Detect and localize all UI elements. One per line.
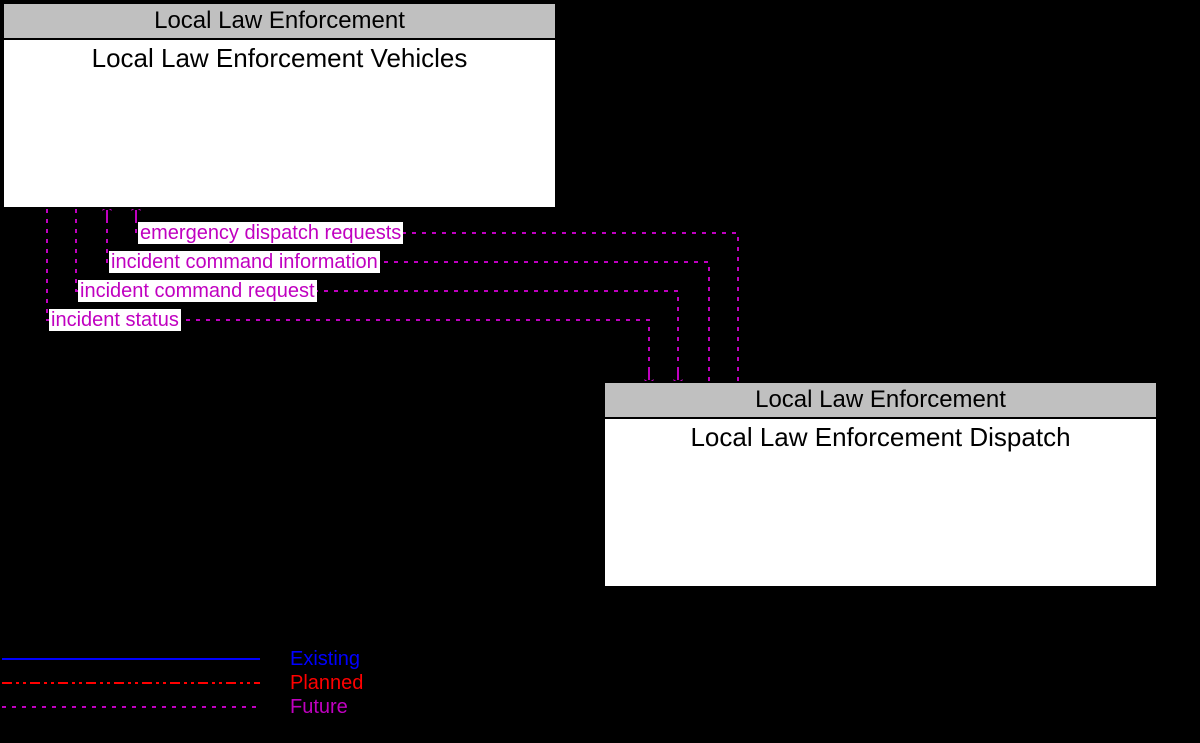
diagram-canvas: Local Law Enforcement Local Law Enforcem… <box>0 0 1200 743</box>
node-vehicles-header: Local Law Enforcement <box>4 4 555 40</box>
node-vehicles-title: Local Law Enforcement Vehicles <box>4 40 555 74</box>
legend-label-existing: Existing <box>290 648 360 670</box>
node-vehicles: Local Law Enforcement Local Law Enforcem… <box>2 2 557 209</box>
legend-label-future: Future <box>290 696 348 718</box>
legend-label-planned: Planned <box>290 672 363 694</box>
node-dispatch: Local Law Enforcement Local Law Enforcem… <box>603 381 1158 588</box>
node-dispatch-header: Local Law Enforcement <box>605 383 1156 419</box>
node-dispatch-title: Local Law Enforcement Dispatch <box>605 419 1156 453</box>
flow-label-incident-command-request: incident command request <box>78 280 317 302</box>
flow-label-incident-status: incident status <box>49 309 181 331</box>
flow-label-incident-command-information: incident command information <box>109 251 380 273</box>
flow-label-emergency-dispatch-requests: emergency dispatch requests <box>138 222 403 244</box>
